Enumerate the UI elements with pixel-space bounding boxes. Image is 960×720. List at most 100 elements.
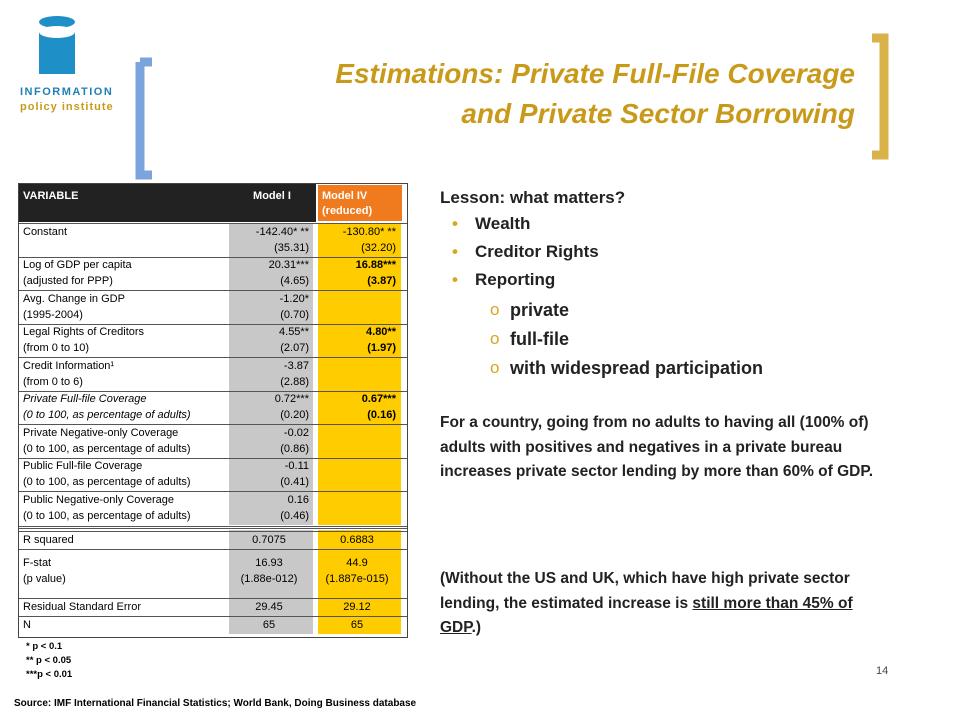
variable-label: Public Full-file Coverage [23, 460, 143, 473]
bullet-marker: • [452, 214, 458, 233]
model-iv-value: (3.87) [367, 275, 396, 288]
row-line [19, 424, 407, 425]
sub-bullet: with widespread participation [510, 358, 764, 378]
model-i-value: -1.20* [279, 292, 309, 305]
model-i-value: -142.40* ** [255, 225, 309, 238]
logo-line1: INFORMATION [20, 86, 114, 98]
model-i-value: (0.70) [280, 308, 309, 321]
page-number: 14 [876, 665, 889, 677]
sub-bullet: full-file [510, 329, 569, 349]
right-bracket [872, 33, 889, 160]
variable-label: (0 to 100, as percentage of adults) [23, 476, 191, 489]
row-line [19, 457, 407, 459]
logo-top [39, 16, 75, 28]
model-iv-value: (1.97) [367, 342, 396, 355]
model-iv-value: (32.20) [361, 241, 396, 254]
source: Source: IMF International Financial Stat… [14, 698, 417, 709]
footnote: * p < 0.1 [26, 641, 63, 652]
variable-label: (0 to 100, as percentage of adults) [23, 509, 191, 522]
regression-table: VARIABLE Model I Model IV (reduced) Constant… [18, 183, 408, 638]
footnote: ** p < 0.05 [26, 655, 72, 666]
variable-label: R squared [23, 534, 74, 546]
variable-label: Credit Information¹ [23, 359, 115, 372]
model-i-value: 0.72*** [274, 393, 309, 406]
sub-bullet: private [510, 300, 570, 320]
variable-label: (1995-2004) [23, 308, 83, 321]
variable-label: Residual Standard Error [23, 601, 142, 613]
bullet: Creditor Rights [475, 242, 599, 261]
model-iv-value: 29.12 [343, 601, 371, 613]
sub-bullet-marker: o [490, 300, 500, 319]
row-line [19, 549, 407, 550]
sub-bullet-marker: o [490, 329, 500, 348]
model-i-value: (0.20) [280, 409, 309, 422]
variable-label: (adjusted for PPP) [23, 275, 113, 288]
model-i-value: (2.07) [280, 342, 309, 355]
model-iv-value: 44.9 [346, 557, 368, 569]
text: (Without the US and UK, which have high … [440, 570, 850, 612]
variable-label: F-stat [23, 557, 52, 569]
model-i-value: 20.31*** [268, 259, 309, 272]
variable-label: N [23, 619, 31, 631]
bullet-marker: • [452, 270, 458, 289]
model-i-value: (0.46) [280, 509, 309, 522]
left-bracket [135, 57, 152, 180]
row-line [19, 357, 407, 358]
model-iv-value: 4.80** [366, 326, 396, 339]
row-line [19, 598, 407, 599]
model-iv-value: (0.16) [367, 409, 396, 422]
row-line [19, 531, 407, 532]
model-i-value: 65 [262, 619, 276, 631]
sub-bullet-marker: o [490, 358, 500, 377]
variable-label: (0 to 100, as percentage of adults) [23, 442, 191, 455]
model-i-value: (0.41) [280, 476, 309, 489]
model-iv-value: -130.80* ** [342, 225, 396, 238]
title-line1: Estimations: Private Full-File Coverage [335, 58, 855, 89]
bullet: Reporting [475, 270, 556, 289]
model-i-value: -3.87 [283, 359, 309, 372]
logo-line2: policy institute [20, 101, 114, 113]
variable-label: (from 0 to 6) [23, 375, 83, 388]
model-i-value: (1.88e-012) [240, 573, 298, 585]
model-iv-value: 65 [350, 619, 364, 631]
bullet-marker: • [452, 242, 458, 261]
model-i-value: 4.55** [279, 326, 309, 339]
model-i-value: 16.93 [255, 557, 283, 569]
row-line [19, 223, 407, 224]
variable-label: Private Negative-only Coverage [23, 426, 179, 439]
logo-body [39, 32, 75, 74]
header-bg [19, 184, 316, 222]
row-line [19, 390, 407, 392]
row-line [19, 290, 407, 291]
model-i-value: 0.7075 [252, 534, 286, 546]
header-cell: Model I [253, 190, 291, 202]
footnote: ***p < 0.01 [26, 669, 73, 680]
variable-label: Avg. Change in GDP [23, 292, 125, 305]
row-line [19, 491, 407, 492]
model-i-value: (2.88) [280, 375, 309, 388]
model-i-value: 29.45 [255, 601, 283, 613]
variable-label: Constant [23, 225, 68, 238]
model-iv-value: 0.6883 [340, 534, 374, 546]
row-line [19, 616, 407, 617]
model-i-bg [229, 223, 313, 525]
model-iv-value: 0.67*** [361, 393, 396, 406]
model-iv-bg [318, 223, 401, 525]
section-rule [19, 525, 407, 529]
paragraph: For a country, going from no adults to h… [440, 414, 874, 480]
model-iv-value: (1.887e-015) [325, 573, 389, 585]
variable-label: Legal Rights of Creditors [23, 326, 145, 339]
lesson-heading: Lesson: what matters? [440, 188, 626, 207]
model-iv-value: 16.88*** [355, 259, 396, 272]
header-cell: VARIABLE [23, 190, 79, 202]
model-i-value: (0.86) [280, 442, 309, 455]
text: .) [471, 619, 482, 636]
header-bg [318, 185, 402, 221]
model-i-value: 0.16 [287, 493, 309, 506]
model-i-value: (4.65) [280, 275, 309, 288]
variable-label: (0 to 100, as percentage of adults) [23, 409, 191, 422]
model-i-value: -0.11 [284, 460, 309, 473]
variable-label: (p value) [23, 573, 66, 585]
header-cell: (reduced) [322, 205, 373, 217]
